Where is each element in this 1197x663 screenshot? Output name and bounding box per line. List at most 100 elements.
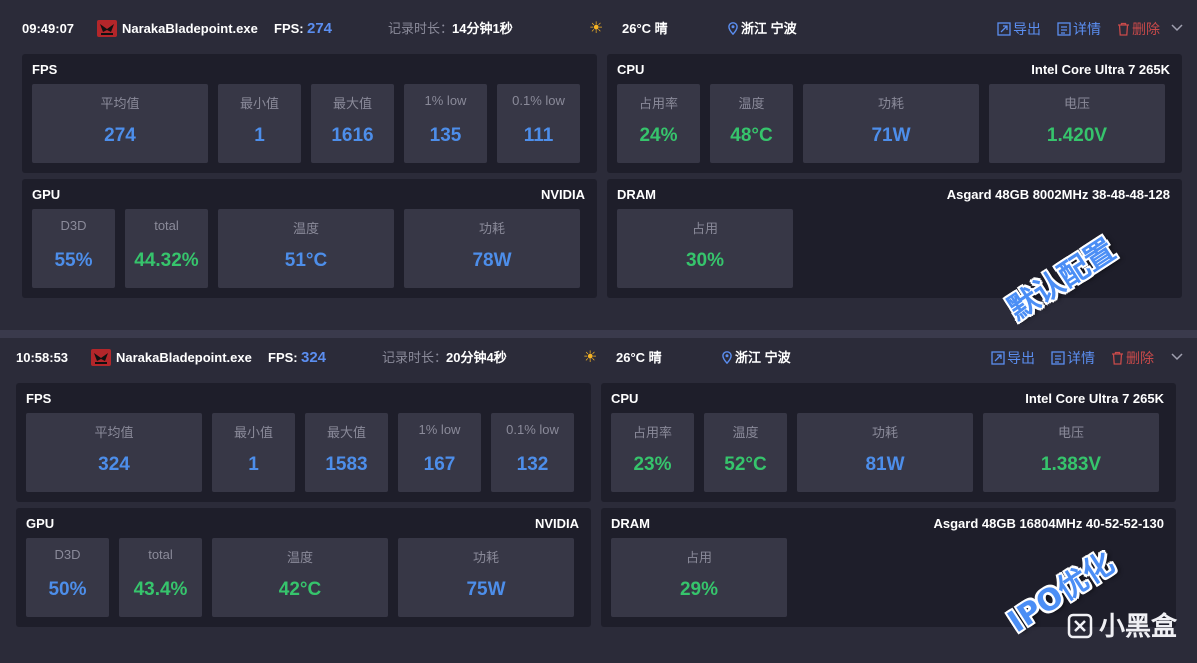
details-button[interactable]: 详情 (1057, 0, 1101, 50)
card-label: 0.1% low (506, 422, 559, 437)
session-record-1: 09:49:07 NarakaBladepoint.exe FPS: 274 记… (0, 0, 1197, 330)
fps-0.1pct-low-card: 0.1% low 132 (491, 413, 574, 492)
dram-model: Asgard 48GB 16804MHz 40-52-52-130 (933, 516, 1164, 531)
export-button[interactable]: 导出 (997, 0, 1041, 50)
card-label: 1% low (424, 93, 467, 108)
duration-label: 记录时长： (388, 21, 454, 36)
card-label: 温度 (286, 550, 313, 565)
record-time: 10:58:53 (16, 350, 69, 365)
card-label: total (148, 547, 173, 562)
duration-value: 14分钟1秒 (452, 21, 513, 36)
export-button[interactable]: 导出 (991, 329, 1035, 379)
panel-title: CPU (611, 391, 639, 406)
export-label: 导出 (1013, 21, 1041, 37)
card-label: 温度 (732, 425, 759, 440)
card-value: 48°C (730, 125, 773, 146)
fps-panel: FPS 平均值 274 最小值 1 最大值 1616 1% low 135 0.1% l… (22, 54, 597, 173)
brand-watermark: 小黑盒 (1067, 606, 1177, 643)
card-value: 50% (48, 579, 87, 600)
card-value: 324 (98, 454, 130, 475)
panel-title: GPU (32, 187, 61, 202)
heybox-logo-icon (1067, 613, 1093, 639)
card-label: 电压 (1063, 96, 1090, 111)
dram-usage-card: 占用 29% (611, 538, 787, 617)
delete-label: 删除 (1132, 21, 1160, 37)
gpu-temp-card: 温度 51°C (218, 209, 394, 288)
fps-panel: FPS 平均值 324 最小值 1 最大值 1583 1% low 167 0.1% l… (16, 383, 591, 502)
fps-1pct-low-card: 1% low 167 (398, 413, 481, 492)
card-label: total (154, 218, 179, 233)
card-label: 功耗 (871, 425, 898, 440)
card-label: 1% low (418, 422, 461, 437)
cpu-model: Intel Core Ultra 7 265K (1025, 391, 1164, 406)
card-value: 135 (429, 125, 462, 146)
fps-0.1pct-low-card: 0.1% low 111 (497, 84, 580, 163)
card-label: 电压 (1057, 425, 1084, 440)
details-button[interactable]: 详情 (1051, 329, 1095, 379)
gpu-power-card: 功耗 75W (398, 538, 574, 617)
card-value: 55% (54, 250, 93, 271)
card-value: 1.383V (1040, 454, 1102, 475)
location-pin-icon (728, 0, 738, 50)
game-app-icon (97, 20, 117, 37)
cpu-voltage-card: 电压 1.420V (989, 84, 1165, 163)
details-label: 详情 (1073, 21, 1101, 37)
cpu-power-card: 功耗 81W (797, 413, 973, 492)
brand-name: 小黑盒 (1098, 612, 1177, 642)
panel-title: DRAM (611, 516, 650, 531)
location: 浙江 宁波 (735, 350, 791, 365)
card-label: 功耗 (877, 96, 904, 111)
gpu-model: NVIDIA (540, 187, 585, 202)
card-value: 23% (633, 454, 672, 475)
card-label: 平均值 (94, 425, 134, 440)
fps-max-card: 最大值 1583 (305, 413, 388, 492)
card-value: 43.4% (133, 579, 188, 600)
details-icon (1057, 22, 1071, 36)
duration-value: 20分钟4秒 (446, 350, 507, 365)
fps-label: FPS: (268, 350, 298, 365)
gpu-panel: GPU NVIDIA D3D 50% total 43.4% 温度 42°C 功耗 75… (16, 508, 591, 627)
delete-button[interactable]: 删除 (1117, 0, 1160, 50)
export-label: 导出 (1007, 350, 1035, 366)
card-value: 111 (523, 125, 554, 146)
chevron-down-icon[interactable] (1171, 329, 1183, 379)
cpu-usage-card: 占用率 24% (617, 84, 700, 163)
card-value: 78W (472, 250, 512, 271)
cpu-temp-card: 温度 48°C (710, 84, 793, 163)
app-name: NarakaBladepoint.exe (116, 350, 252, 365)
card-label: 占用 (691, 221, 718, 236)
card-value: 44.32% (134, 250, 199, 271)
card-value: 24% (639, 125, 678, 146)
cpu-model: Intel Core Ultra 7 265K (1031, 62, 1170, 77)
card-label: 温度 (738, 96, 765, 111)
gpu-total-card: total 43.4% (119, 538, 202, 617)
cpu-voltage-card: 电压 1.383V (983, 413, 1159, 492)
card-value: 29% (679, 579, 719, 600)
card-label: 平均值 (100, 96, 140, 111)
card-value: 274 (104, 125, 136, 146)
delete-button[interactable]: 删除 (1111, 329, 1154, 379)
card-label: 0.1% low (512, 93, 565, 108)
card-label: D3D (54, 547, 81, 562)
panel-title: FPS (26, 391, 52, 406)
location-pin-icon (722, 329, 732, 379)
dram-usage-card: 占用 30% (617, 209, 793, 288)
chevron-down-icon[interactable] (1171, 0, 1183, 50)
fps-1pct-low-card: 1% low 135 (404, 84, 487, 163)
card-value: 81W (865, 454, 905, 475)
card-value: 42°C (278, 579, 322, 600)
export-icon (997, 22, 1011, 36)
record-time: 09:49:07 (22, 21, 75, 36)
panel-title: CPU (617, 62, 645, 77)
card-value: 1616 (331, 125, 374, 146)
card-value: 132 (516, 454, 549, 475)
gpu-d3d-card: D3D 50% (26, 538, 109, 617)
card-value: 75W (466, 579, 506, 600)
session-header: 10:58:53 NarakaBladepoint.exe FPS: 324 记… (0, 338, 1197, 388)
gpu-total-card: total 44.32% (125, 209, 208, 288)
gpu-model: NVIDIA (534, 516, 579, 531)
delete-label: 删除 (1126, 350, 1154, 366)
gpu-panel: GPU NVIDIA D3D 55% total 44.32% 温度 51°C 功耗 7… (22, 179, 597, 298)
card-value: 1 (254, 125, 265, 146)
card-value: 51°C (284, 250, 328, 271)
